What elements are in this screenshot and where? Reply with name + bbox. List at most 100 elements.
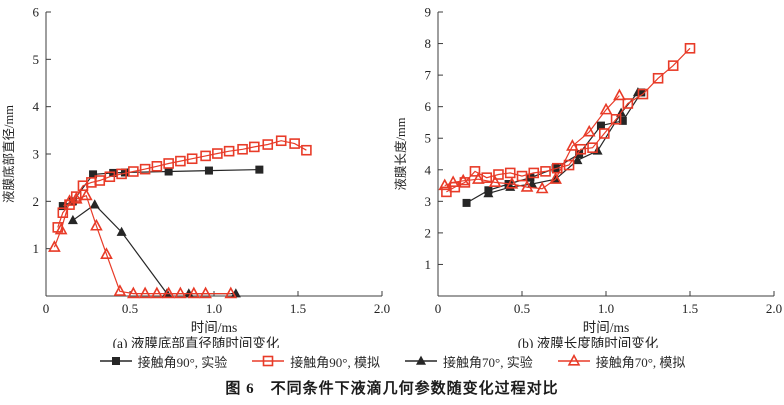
triangle-open-marker: [438, 178, 452, 191]
triangle-filled-marker: [89, 199, 100, 209]
triangle-open-marker: [224, 286, 238, 299]
triangle-open-marker: [187, 286, 201, 299]
series-sim-70: [48, 188, 238, 299]
y-tick-label: 4: [425, 162, 432, 177]
triangle-open-marker: [520, 180, 534, 192]
y-tick-label: 1: [33, 241, 40, 256]
triangle-open-marker: [471, 172, 485, 184]
y-tick-label: 4: [33, 99, 40, 114]
triangle-open-marker: [48, 240, 61, 252]
square-filled-marker: [89, 170, 98, 179]
square-open-marker: [289, 138, 300, 149]
triangle-open-marker: [505, 176, 519, 189]
square-open-marker: [481, 172, 493, 183]
triangle-open-marker: [549, 172, 562, 184]
square-open-marker: [504, 167, 516, 179]
square-filled-marker: [164, 167, 173, 176]
square-open-marker: [599, 128, 610, 139]
square-open-marker: [493, 169, 504, 180]
triangle-open-marker: [54, 222, 68, 235]
triangle-open-marker: [456, 173, 470, 186]
triangle-filled-marker: [572, 154, 583, 165]
y-tick-label: 9: [425, 5, 432, 20]
square-filled-marker: [637, 88, 646, 97]
square-open-marker: [186, 153, 198, 165]
square-filled-marker: [204, 166, 213, 175]
series-sim-90: [52, 135, 312, 233]
triangle-open-marker: [150, 286, 164, 299]
axes: [437, 11, 775, 297]
triangle-filled-marker: [230, 288, 241, 298]
square-open-marker: [652, 72, 664, 84]
square-open-marker: [622, 98, 634, 109]
triangle-open-marker: [100, 247, 113, 259]
chart-b-container: 0 0.5 1.0 1.5 2.0 1 2 3 4 5 6 7 8 9 时间/ms 液膜长度/mm (b) 液膜…: [392, 0, 784, 352]
chart-a-diameter: 0 0.5 1.0 1.5 2.0 1 2 3 4 5 6 时间/ms 液膜底部直径/mm (a) 液膜底…: [1, 5, 390, 352]
x-tick-label: 1.0: [598, 301, 614, 316]
triangle-filled-marker: [183, 288, 194, 298]
square-open-marker: [667, 60, 679, 71]
square-open-marker: [128, 166, 139, 177]
y-tick-label: 6: [425, 99, 432, 114]
triangle-open-marker: [162, 286, 175, 299]
square-open-marker: [116, 168, 127, 180]
square-open-marker: [94, 175, 106, 186]
legend-label: 接触角70°, 模拟: [595, 354, 686, 370]
legend-label: 接触角90°, 实验: [137, 354, 228, 370]
legend-marker-triangle-open-icon: [557, 354, 590, 366]
square-filled-marker: [618, 116, 627, 125]
triangle-open-marker: [446, 175, 460, 187]
y-axis-label: 液膜底部直径/mm: [1, 105, 16, 203]
square-filled-marker: [58, 202, 67, 211]
x-axis-label: 时间/ms: [583, 320, 630, 335]
y-tick-label: 1: [425, 257, 432, 272]
x-tick-label: 0: [43, 301, 50, 316]
series-exp-70: [67, 199, 241, 298]
y-tick-label: 5: [33, 52, 40, 67]
square-open-marker: [637, 88, 649, 100]
axes: [45, 11, 383, 297]
square-open-marker: [540, 166, 551, 177]
square-filled-marker: [596, 121, 605, 130]
legend-label: 接触角90°, 模拟: [290, 354, 380, 370]
subplot-caption: (b) 液膜长度随时间变化: [518, 336, 659, 348]
square-open-marker: [175, 155, 186, 167]
legend-marker-square-filled-icon: [99, 357, 132, 365]
y-tick-label: 3: [425, 194, 432, 209]
x-tick-label: 1.5: [290, 301, 306, 316]
triangle-open-marker: [69, 191, 83, 204]
square-open-marker: [610, 113, 622, 125]
chart-b-length: 0 0.5 1.0 1.5 2.0 1 2 3 4 5 6 7 8 9 时间/ms 液膜长度/mm (b) 液膜…: [393, 5, 782, 352]
square-open-marker: [104, 171, 116, 183]
square-open-marker: [151, 161, 163, 172]
square-open-marker: [212, 148, 223, 159]
y-tick-label: 2: [33, 194, 40, 209]
square-open-marker: [469, 166, 481, 177]
square-open-marker: [237, 143, 248, 155]
triangle-open-marker: [488, 175, 502, 187]
x-tick-label: 2.0: [766, 301, 782, 316]
series-exp-90: [462, 88, 646, 207]
legend-marker-square-open-icon: [252, 355, 285, 367]
y-tick-label: 7: [425, 68, 432, 83]
triangle-open-marker: [127, 286, 140, 299]
legend-item-0: 接触角90°, 实验: [99, 352, 228, 371]
triangle-open-marker: [113, 284, 127, 296]
legend-label: 接触角70°, 实验: [443, 354, 533, 370]
figure-caption: 图 6 不同条件下液滴几何参数随变化过程对比: [225, 381, 559, 397]
triangle-open-marker: [599, 102, 613, 115]
triangle-open-marker: [79, 188, 93, 201]
triangle-open-marker: [199, 286, 212, 299]
x-tick-label: 0: [435, 301, 442, 316]
series-sim-90: [441, 42, 696, 198]
square-open-marker: [249, 141, 260, 153]
chart-a-container: 0 0.5 1.0 1.5 2.0 1 2 3 4 5 6 时间/ms 液膜底部直径/mm (a) 液膜底…: [0, 0, 392, 352]
x-axis-label: 时间/ms: [191, 320, 238, 335]
x-tick-label: 0.5: [514, 301, 530, 316]
legend-square-filled-icon: [111, 357, 120, 365]
charts-row: 0 0.5 1.0 1.5 2.0 1 2 3 4 5 6 时间/ms 液膜底部直径/mm (a) 液膜底…: [0, 0, 784, 352]
legend-item-1: 接触角90°, 模拟: [251, 352, 380, 371]
square-open-marker: [301, 144, 312, 156]
legend-item-3: 接触角70°, 模拟: [557, 352, 686, 371]
